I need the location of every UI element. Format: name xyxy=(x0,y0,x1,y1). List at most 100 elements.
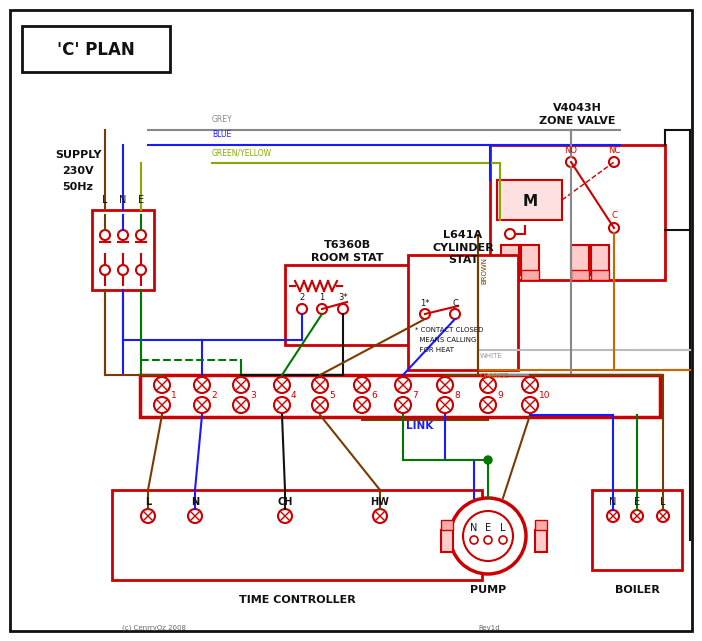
Bar xyxy=(22,26,170,72)
Text: PUMP: PUMP xyxy=(470,585,506,595)
Circle shape xyxy=(609,223,619,233)
Bar xyxy=(571,270,589,280)
Circle shape xyxy=(312,397,328,413)
Bar xyxy=(501,270,519,280)
Circle shape xyxy=(480,397,496,413)
Text: WHITE: WHITE xyxy=(480,353,503,359)
Bar xyxy=(571,245,589,275)
Text: STAT: STAT xyxy=(448,255,478,265)
Circle shape xyxy=(470,536,478,544)
Text: 5: 5 xyxy=(329,390,335,399)
Circle shape xyxy=(437,377,453,393)
Circle shape xyxy=(154,377,170,393)
Text: E: E xyxy=(138,195,144,205)
Text: BLUE: BLUE xyxy=(212,130,231,139)
Text: V4043H: V4043H xyxy=(552,103,602,113)
Circle shape xyxy=(354,397,370,413)
Text: BOILER: BOILER xyxy=(614,585,659,595)
Circle shape xyxy=(480,377,496,393)
Circle shape xyxy=(136,230,146,240)
Text: BROWN: BROWN xyxy=(481,256,487,283)
Text: GREY: GREY xyxy=(212,115,232,124)
Circle shape xyxy=(522,397,538,413)
Text: GREEN/YELLOW: GREEN/YELLOW xyxy=(212,148,272,157)
Circle shape xyxy=(450,309,460,319)
Text: M: M xyxy=(522,194,538,210)
Circle shape xyxy=(278,509,292,523)
Text: L: L xyxy=(102,195,107,205)
Text: 3: 3 xyxy=(250,390,256,399)
Text: HW: HW xyxy=(371,497,390,507)
Bar xyxy=(490,145,665,280)
Circle shape xyxy=(609,157,619,167)
Text: 7: 7 xyxy=(412,390,418,399)
Bar xyxy=(535,520,547,530)
Text: ROOM STAT: ROOM STAT xyxy=(311,253,383,263)
Text: 2: 2 xyxy=(211,390,217,399)
Circle shape xyxy=(317,304,327,314)
Text: ORANGE: ORANGE xyxy=(480,373,510,379)
Text: E: E xyxy=(634,497,640,507)
Bar xyxy=(535,530,547,552)
Circle shape xyxy=(657,510,669,522)
Circle shape xyxy=(233,377,249,393)
Text: MEANS CALLING: MEANS CALLING xyxy=(415,337,477,343)
Bar xyxy=(441,530,453,552)
Circle shape xyxy=(118,265,128,275)
Text: NO: NO xyxy=(564,146,578,155)
Bar xyxy=(140,375,660,417)
Circle shape xyxy=(450,498,526,574)
Circle shape xyxy=(484,536,492,544)
Text: L: L xyxy=(145,497,151,507)
Text: FOR HEAT: FOR HEAT xyxy=(415,347,454,353)
Text: 4: 4 xyxy=(291,390,297,399)
Text: CYLINDER: CYLINDER xyxy=(432,243,494,253)
Circle shape xyxy=(607,510,619,522)
Circle shape xyxy=(297,304,307,314)
Circle shape xyxy=(631,510,643,522)
Bar xyxy=(592,490,682,570)
Bar xyxy=(521,245,539,275)
Circle shape xyxy=(188,509,202,523)
Text: 1*: 1* xyxy=(420,299,430,308)
Circle shape xyxy=(338,304,348,314)
Bar xyxy=(521,270,539,280)
Text: 8: 8 xyxy=(454,390,460,399)
Circle shape xyxy=(136,265,146,275)
Text: 1: 1 xyxy=(171,390,177,399)
Text: 50Hz: 50Hz xyxy=(62,182,93,192)
Bar xyxy=(408,255,518,370)
Text: ZONE VALVE: ZONE VALVE xyxy=(538,116,615,126)
Bar xyxy=(92,210,154,290)
Circle shape xyxy=(395,377,411,393)
Bar xyxy=(591,270,609,280)
Circle shape xyxy=(463,511,513,561)
Text: 10: 10 xyxy=(539,390,550,399)
Text: TIME CONTROLLER: TIME CONTROLLER xyxy=(239,595,355,605)
Circle shape xyxy=(499,536,507,544)
Circle shape xyxy=(274,397,290,413)
Circle shape xyxy=(118,230,128,240)
Text: 230V: 230V xyxy=(62,166,94,176)
Circle shape xyxy=(274,377,290,393)
Text: 'C' PLAN: 'C' PLAN xyxy=(57,41,135,59)
Circle shape xyxy=(420,309,430,319)
Bar xyxy=(441,520,453,530)
Bar xyxy=(112,490,482,580)
Text: CH: CH xyxy=(277,497,293,507)
Circle shape xyxy=(312,377,328,393)
Bar xyxy=(497,180,562,220)
Circle shape xyxy=(154,397,170,413)
Circle shape xyxy=(522,377,538,393)
Text: N: N xyxy=(119,195,126,205)
Text: (c) CenrryOz 2008: (c) CenrryOz 2008 xyxy=(122,625,186,631)
Circle shape xyxy=(100,265,110,275)
Text: 9: 9 xyxy=(497,390,503,399)
Text: NC: NC xyxy=(608,146,620,155)
Circle shape xyxy=(437,397,453,413)
Bar xyxy=(591,245,609,275)
Text: SUPPLY: SUPPLY xyxy=(55,150,101,160)
Text: 1: 1 xyxy=(319,294,324,303)
Text: L: L xyxy=(501,523,505,533)
Circle shape xyxy=(505,229,515,239)
